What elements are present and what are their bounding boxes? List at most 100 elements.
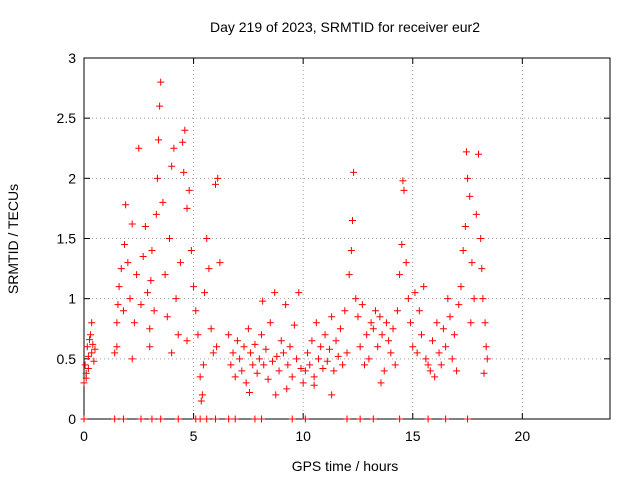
data-point [194,331,202,339]
data-point [317,343,325,351]
data-point [89,340,97,348]
y-axis-label: SRMTID / TECUs [5,184,21,294]
x-tick-label: 0 [80,428,88,444]
data-point [356,415,364,423]
data-point [185,186,193,194]
data-point [80,379,88,387]
data-point [345,271,353,279]
data-point [201,289,209,297]
data-point [467,319,475,327]
data-point [361,361,369,369]
x-tick-label: 10 [295,428,311,444]
data-point [418,331,426,339]
data-point [475,150,482,158]
data-point [251,415,259,423]
data-point [199,361,207,369]
data-point [128,355,136,363]
data-point [393,307,401,315]
data-point [214,174,222,182]
data-point [242,379,250,387]
data-point [187,247,195,255]
data-point [409,343,417,351]
data-point [183,337,191,345]
data-point [124,259,132,267]
data-point [272,391,280,399]
data-point [196,373,204,381]
data-point [472,210,480,218]
data-point [325,345,333,353]
data-point [341,307,349,315]
data-point [279,349,287,357]
data-point [343,349,351,357]
data-point [402,259,410,267]
data-point [168,349,176,357]
data-point [268,357,276,365]
data-point [330,367,338,375]
data-point [203,235,211,242]
data-point [174,331,182,339]
x-tick-label: 15 [405,428,421,444]
data-point [155,136,163,144]
data-point [481,319,489,327]
data-point [238,367,246,375]
data-point [117,265,125,273]
data-point [304,349,312,357]
data-point [457,283,465,291]
data-point [203,415,211,423]
data-point [444,295,452,303]
data-point [141,222,149,230]
data-point [319,364,327,372]
data-point [347,247,355,255]
y-tick-label: 2 [68,170,76,186]
data-point [255,355,263,363]
data-point [146,343,154,351]
data-point [231,373,239,381]
data-point [244,325,252,333]
data-point [90,357,98,365]
data-point [332,337,340,345]
chart-title: Day 219 of 2023, SRMTID for receiver eur… [210,19,480,35]
data-point [174,415,182,423]
data-point [308,337,316,345]
data-point [404,295,412,303]
data-point [461,222,469,230]
data-point [336,325,344,333]
data-point [450,331,458,339]
data-point [407,319,415,327]
data-point [84,364,92,372]
data-point [453,367,461,375]
data-point [157,78,165,86]
data-point [266,319,274,327]
data-point [371,307,379,315]
data-point [479,295,487,303]
data-point [377,379,385,387]
data-point [170,144,178,152]
data-point [251,340,259,348]
data-point [176,259,184,267]
data-point [468,259,476,267]
data-point [153,174,161,182]
data-point [139,253,147,261]
data-point [446,313,454,321]
data-point [464,415,472,423]
data-point [367,319,375,327]
data-point [121,241,129,249]
data-points [80,78,491,423]
data-point [420,283,428,291]
data-point [310,381,318,389]
data-point [111,349,119,357]
data-point [382,319,390,327]
data-point [411,289,419,297]
data-point [277,337,285,345]
data-point [288,373,296,381]
data-point [297,364,305,372]
data-point [448,355,456,363]
grid [84,58,610,419]
data-point [236,355,244,363]
data-point [301,367,309,375]
data-point [207,325,215,333]
data-point [290,321,298,329]
data-point [148,247,156,255]
data-point [83,343,91,351]
data-point [328,313,336,321]
